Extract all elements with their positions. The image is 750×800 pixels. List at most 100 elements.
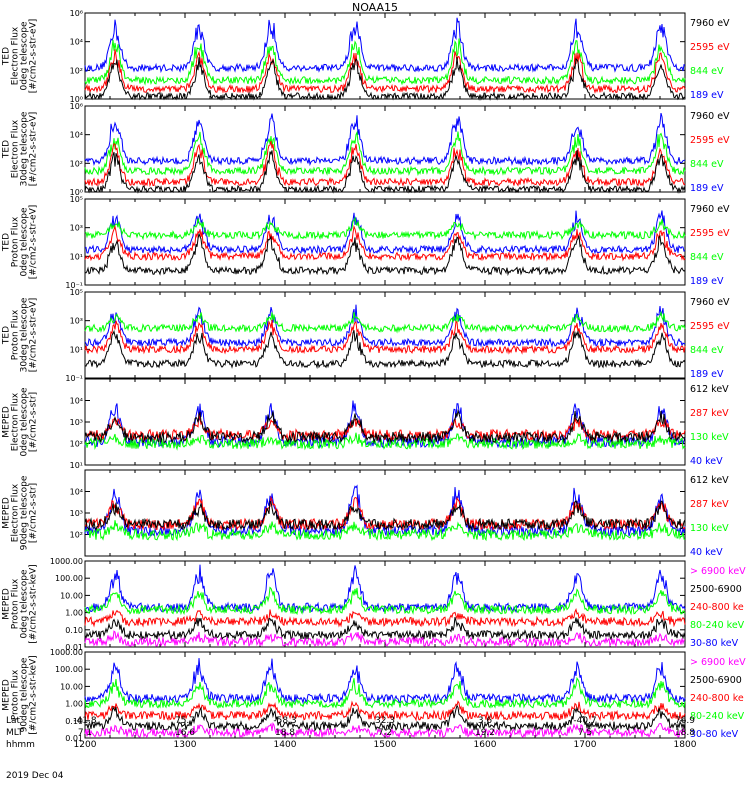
series-line xyxy=(84,520,686,542)
series-line xyxy=(84,704,686,733)
y-tick-label: 10⁴ xyxy=(70,397,83,406)
legend-entry: 844 eV xyxy=(690,252,724,263)
panel-legend: 7960 eV 2595 eV 844 eV 189 eV xyxy=(690,204,730,287)
series-line xyxy=(84,233,686,277)
y-tick-label: 10³ xyxy=(70,509,83,518)
series-line xyxy=(84,224,686,262)
legend-entry: > 6900 keV xyxy=(690,566,746,577)
legend-entry: > 6900 keV xyxy=(690,657,746,668)
x-axis-value: 16.6 xyxy=(174,728,196,738)
legend-entry: 2595 eV xyxy=(690,228,730,239)
panel-4: 10⁻¹ 10¹ 10³ 10⁵ TEDProton Flux30deg telesco… xyxy=(2,288,731,383)
series-line xyxy=(84,140,686,188)
panel-ylabel: MEPEDElectron Flux0deg telescope[#/cm2-s… xyxy=(2,387,39,457)
y-tick-label: 10⁴ xyxy=(70,38,83,47)
series-line xyxy=(84,495,686,532)
series-line xyxy=(84,432,686,451)
series-line xyxy=(84,700,686,722)
y-tick-label: 10⁰ xyxy=(70,95,83,104)
panel-ylabel: MEPEDProton Flux90deg telescope[#/cm2-s-… xyxy=(2,655,39,734)
series-line xyxy=(84,630,686,648)
x-axis-value: 7.1 xyxy=(77,728,93,738)
y-tick-label: 10⁶ xyxy=(70,102,83,111)
y-tick-label: 0.01 xyxy=(65,643,83,652)
series-line xyxy=(84,616,686,641)
panel-ylabel: TEDProton Flux0deg telescope[#/cm2-s-str… xyxy=(2,205,39,280)
panel-1: 10⁰ 10² 10⁴ 10⁶ TEDElectron Flux0deg telesco… xyxy=(2,9,731,104)
series-line xyxy=(84,722,686,739)
panel-ylabel: TEDElectron Flux0deg telescope[#/cm2-s-s… xyxy=(2,19,39,94)
legend-entry: 240-800 ke xyxy=(690,602,744,613)
legend-entry: 189 eV xyxy=(690,183,724,194)
y-tick-label: 10⁰ xyxy=(70,188,83,197)
legend-entry: 80-240 keV xyxy=(690,620,745,631)
y-tick-label: 10.00 xyxy=(60,682,83,691)
panel-7: 0.01 0.10 1.00 10.00 100.00 1000.00 MEPEDProto… xyxy=(2,557,747,652)
series-line xyxy=(84,676,686,710)
x-axis-value: 18.8 xyxy=(674,728,696,738)
y-tick-label: 10⁴ xyxy=(70,488,83,497)
y-tick-label: 10² xyxy=(70,531,83,540)
y-tick-label: 10⁵ xyxy=(70,288,83,297)
y-tick-label: 0.10 xyxy=(65,717,83,726)
x-axis-value: -41.8 xyxy=(73,716,97,726)
y-tick-label: 10⁻¹ xyxy=(65,281,83,290)
y-tick-label: 10⁶ xyxy=(70,9,83,18)
x-axis-value: 1600 xyxy=(473,740,497,750)
x-axis-value: 1500 xyxy=(373,740,397,750)
legend-entry: 287 keV xyxy=(690,499,729,510)
panel-ylabel: TEDElectron Flux30deg telescope[#/cm2-s-… xyxy=(2,111,39,186)
row-label-hhmm: hhmm xyxy=(6,740,35,750)
legend-entry: 2500-6900 xyxy=(690,675,742,686)
legend-entry: 844 eV xyxy=(690,159,724,170)
series-line xyxy=(84,319,686,355)
y-tick-label: 100.00 xyxy=(55,665,83,674)
legend-entry: 7960 eV xyxy=(690,297,730,308)
y-tick-label: 100.00 xyxy=(55,574,83,583)
legend-entry: 40 keV xyxy=(690,456,723,467)
legend-entry: 287 keV xyxy=(690,408,729,419)
series-line xyxy=(84,112,686,167)
x-axis-value: 76.9 xyxy=(674,716,696,726)
row-label-lat: Lat xyxy=(6,716,21,726)
x-axis-value: 1300 xyxy=(173,740,197,750)
y-tick-label: 10¹ xyxy=(70,252,83,261)
x-axis-value: -40.7 xyxy=(573,716,597,726)
series-line xyxy=(85,210,686,255)
series-line xyxy=(84,17,686,74)
panel-legend: > 6900 keV 2500-6900 240-800 ke 80-240 keV 3… xyxy=(690,566,746,649)
panel-8: 0.01 0.10 1.00 10.00 100.00 1000.00 MEPEDProto… xyxy=(2,648,747,743)
y-tick-label: 1.00 xyxy=(65,700,83,709)
y-tick-label: 10² xyxy=(70,440,83,449)
x-axis-value: 75.7 xyxy=(174,716,196,726)
panel-5: 10¹ 10² 10³ 10⁴ MEPEDElectron Flux0deg teles… xyxy=(2,378,729,470)
legend-entry: 7960 eV xyxy=(690,111,730,122)
x-axis-annotations: Lat MLT hhmm -41.8 75.7 -58.3 32.3 3.6 -40.7 7… xyxy=(0,716,750,796)
series-line xyxy=(84,499,686,532)
x-axis-value: 1400 xyxy=(273,740,297,750)
panel-legend: 7960 eV 2595 eV 844 eV 189 eV xyxy=(690,297,730,380)
panel-6: 10² 10³ 10⁴ MEPEDElectron Flux90deg telesco… xyxy=(2,469,729,558)
series-line xyxy=(84,586,686,616)
panel-legend: 7960 eV 2595 eV 844 eV 189 eV xyxy=(690,18,730,101)
y-tick-label: 10² xyxy=(70,159,83,168)
x-axis-value: 1800 xyxy=(673,740,697,750)
legend-entry: 2595 eV xyxy=(690,42,730,53)
series-line xyxy=(84,38,686,86)
legend-entry: 189 eV xyxy=(690,90,724,101)
chart-title: NOAA15 xyxy=(351,1,399,14)
legend-entry: 30-80 keV xyxy=(690,638,739,649)
y-tick-label: 10² xyxy=(70,66,83,75)
series-line xyxy=(84,130,686,177)
series-line xyxy=(84,49,686,94)
series-line xyxy=(84,413,686,442)
x-axis-value: 18.8 xyxy=(274,728,296,738)
y-tick-label: 1000.00 xyxy=(50,648,83,657)
x-axis-value: 7.5 xyxy=(577,728,593,738)
y-tick-label: 1000.00 xyxy=(50,557,83,566)
panel-ylabel: MEPEDProton Flux0deg telescope[#/cm2-s-s… xyxy=(2,564,39,643)
panel-ylabel: TEDProton Flux30deg telescope[#/cm2-s-st… xyxy=(2,297,39,372)
panel-legend: 7960 eV 2595 eV 844 eV 189 eV xyxy=(690,111,730,194)
legend-entry: 7960 eV xyxy=(690,204,730,215)
